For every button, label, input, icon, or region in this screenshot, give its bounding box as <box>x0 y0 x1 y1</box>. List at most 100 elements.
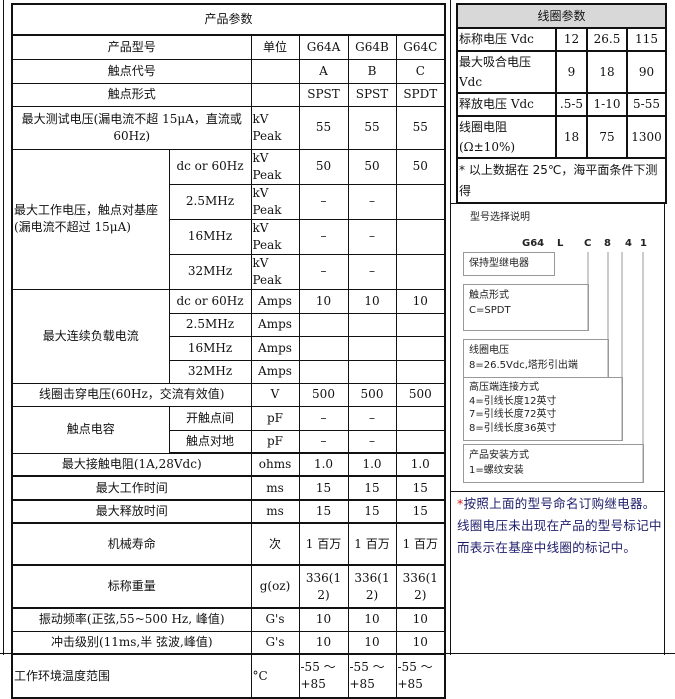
box-coil-voltage: 线圈电压 8=26.5Vdc,塔形引出端 <box>463 339 609 378</box>
box-relay-type: 保持型继电器 <box>463 252 555 276</box>
cell: G's <box>250 607 300 632</box>
coil-footnote: * 以上数据在 25℃，海平面条件下测得 <box>455 157 668 204</box>
cell: 10 <box>347 288 397 314</box>
cell: 336(12) <box>298 564 349 609</box>
note-star: * <box>457 496 464 511</box>
cell <box>395 335 446 361</box>
cell: -55 ～+85 <box>395 653 446 699</box>
cell: 10 <box>347 630 397 655</box>
cell: – <box>298 218 349 255</box>
unit-header: 单位 <box>250 34 300 60</box>
code-4: 4 <box>625 238 632 249</box>
cell: SPST <box>347 82 397 107</box>
cell <box>395 218 446 255</box>
cell: Amps <box>250 312 300 337</box>
coil-title: 线圈参数 <box>455 3 668 29</box>
shock-label: 冲击级别(11ms,半 弦波,峰值) <box>11 630 252 655</box>
box-title: 高压端连接方式 <box>469 382 539 393</box>
cell: pF <box>250 429 300 454</box>
load-current-label: 最大连续负载电流 <box>11 288 170 384</box>
cell: 1.0 <box>347 452 397 477</box>
cell: 15 <box>347 499 397 524</box>
code-8: 8 <box>604 238 611 249</box>
op-time-label: 最大工作时间 <box>11 475 252 501</box>
cell: 5-55 <box>625 92 668 117</box>
cell: .5-5 <box>555 92 588 117</box>
box-line: 7=引线长度72英寸 <box>469 409 557 420</box>
cell: °C <box>250 653 300 699</box>
diagram-title: 型号选择说明 <box>470 212 530 223</box>
cell: 75 <box>586 115 628 159</box>
cell: – <box>298 253 349 290</box>
cell: 15 <box>298 475 349 501</box>
cell: 9 <box>555 50 588 94</box>
frame-right-line <box>664 203 665 655</box>
weight-label: 标称重量 <box>11 564 252 609</box>
cell: 15 <box>347 475 397 501</box>
cell: 55 <box>395 105 446 150</box>
cell: – <box>347 218 397 255</box>
box-contact-form: 触点形式 C=SPDT <box>463 284 589 331</box>
box-title: 线圈电压 <box>469 345 509 356</box>
cell: 500 <box>347 382 397 407</box>
cell: – <box>347 253 397 290</box>
cell: Amps <box>250 288 300 314</box>
note-text: 按照上面的型号命名订购继电器。线圈电压未出现在产品的型号标记中而表示在基座中线圈… <box>457 496 662 555</box>
cell: 50 <box>395 148 446 185</box>
box-title: 触点形式 <box>469 290 509 301</box>
cell <box>395 405 446 431</box>
cell: 2.5MHz <box>168 312 252 337</box>
form-label: 触点形式 <box>11 82 252 107</box>
cell: SPDT <box>395 82 446 107</box>
code-g64: G64 <box>522 238 545 249</box>
frame-divider-2 <box>450 491 665 492</box>
cell: B <box>347 58 397 84</box>
cell: 触点对地 <box>168 429 252 454</box>
cell: 16MHz <box>168 335 252 361</box>
cell: ms <box>250 499 300 524</box>
cell: 10 <box>298 630 349 655</box>
cell: – <box>298 183 349 220</box>
code-c: C <box>584 238 592 249</box>
cell: G's <box>250 630 300 655</box>
cell: -55 ～+85 <box>347 653 397 699</box>
code-1: 1 <box>640 238 647 249</box>
cell: 55 <box>347 105 397 150</box>
box-line: 8=引线长度36英寸 <box>469 422 557 434</box>
coil-label: 最大吸合电压 Vdc <box>456 50 557 94</box>
cell: 12 <box>555 27 588 52</box>
cell: 336(12) <box>347 564 397 609</box>
cell: 16MHz <box>168 218 252 255</box>
box-line: 8=26.5Vdc,塔形引出端 <box>469 360 578 371</box>
cell: -55 ～+85 <box>298 653 349 699</box>
resistance-label: 最大接触电阻(1A,28Vdc) <box>11 452 252 477</box>
cell: 18 <box>586 50 628 94</box>
cell: Amps <box>250 359 300 384</box>
cell: kV Peak <box>250 183 300 220</box>
life-label: 机械寿命 <box>11 522 252 566</box>
cell <box>298 359 349 384</box>
box-line: 4=引线长度12英寸 <box>469 395 557 407</box>
cell: 1.0 <box>298 452 349 477</box>
cell: 15 <box>395 499 446 524</box>
test-voltage-label: 最大测试电压(漏电流不超 15μA，直流或 60Hz) <box>11 105 252 150</box>
frame-mid-line <box>450 0 451 655</box>
coil-label: 标称电压 Vdc <box>456 27 557 52</box>
cell: 1-10 <box>586 92 628 117</box>
box-hv-connection: 高压端连接方式 4=引线长度12英寸 7=引线长度72英寸 8=引线长度36英寸 <box>463 377 623 441</box>
cell: kV Peak <box>250 218 300 255</box>
box-title: 保持型继电器 <box>469 258 529 269</box>
cell <box>298 335 349 361</box>
cell: 次 <box>250 522 300 566</box>
cell: 15 <box>298 499 349 524</box>
cell: 32MHz <box>168 253 252 290</box>
cell: 15 <box>395 475 446 501</box>
release-time-label: 最大释放时间 <box>11 499 252 524</box>
ordering-note: *按照上面的型号命名订购继电器。线圈电压未出现在产品的型号标记中而表示在基座中线… <box>457 493 662 559</box>
cell: ms <box>250 475 300 501</box>
coil-param-table: 线圈参数 标称电压 Vdc 12 26.5 115 最大吸合电压 Vdc 9 18 90 释… <box>455 3 668 204</box>
cell: V <box>250 382 300 407</box>
cell: Amps <box>250 335 300 361</box>
cell: 10 <box>298 288 349 314</box>
box-line: 1=螺纹安装 <box>469 465 524 476</box>
